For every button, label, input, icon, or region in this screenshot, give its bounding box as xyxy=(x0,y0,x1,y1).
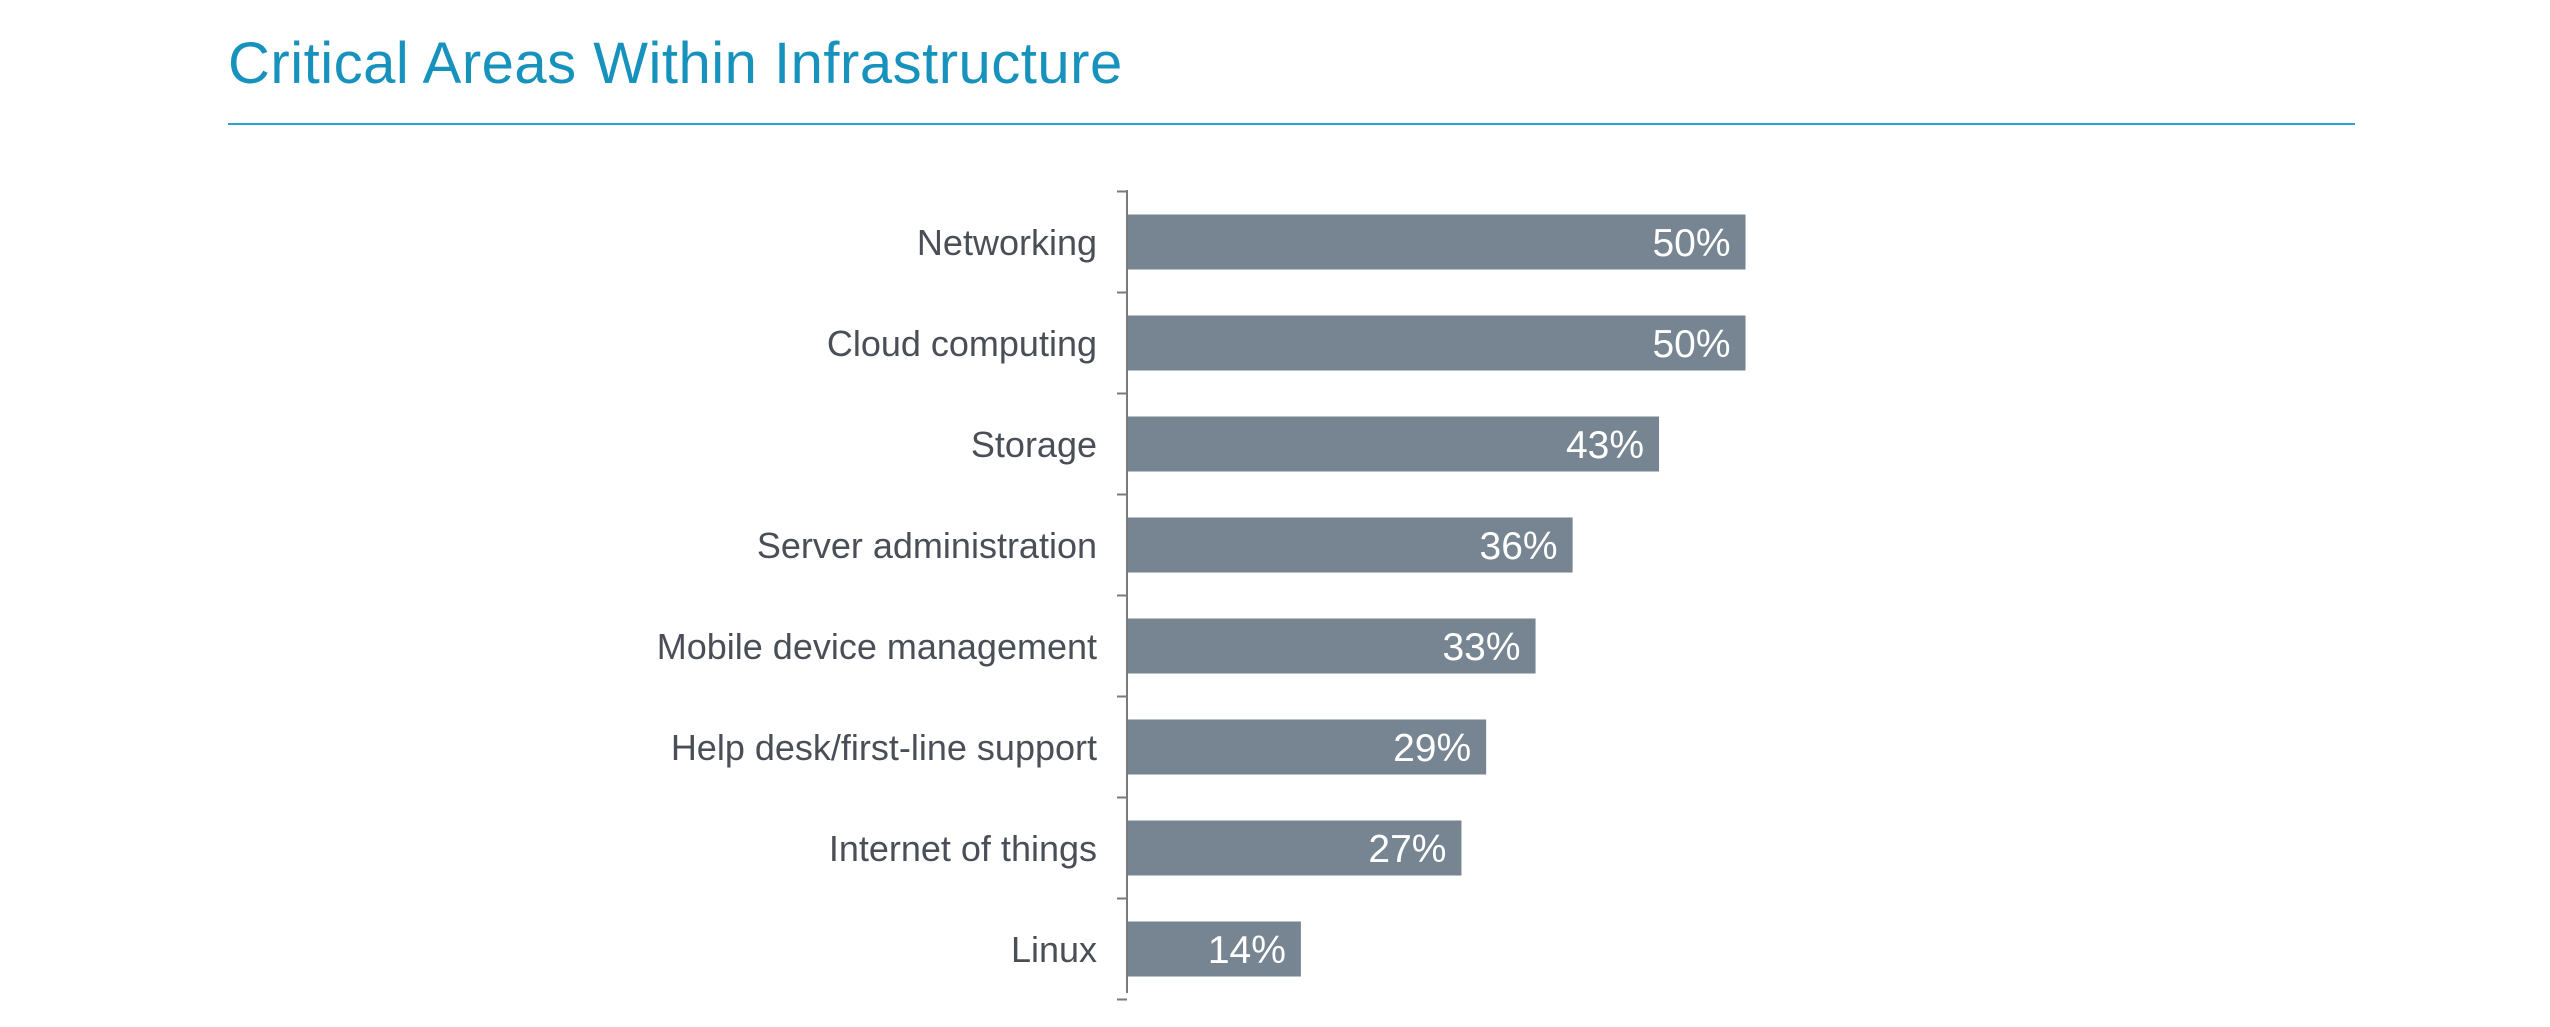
value-label: 29% xyxy=(1393,727,1471,770)
category-label: Mobile device management xyxy=(657,626,1097,667)
bar xyxy=(1128,214,1746,270)
value-label: 27% xyxy=(1368,828,1446,871)
value-label: 50% xyxy=(1652,323,1730,366)
value-label: 43% xyxy=(1566,424,1644,467)
value-label: 33% xyxy=(1442,626,1520,669)
category-label: Cloud computing xyxy=(827,323,1097,364)
bar xyxy=(1128,517,1573,573)
category-label: Linux xyxy=(1011,929,1097,970)
value-label: 14% xyxy=(1208,929,1286,972)
bar xyxy=(1128,820,1462,876)
category-label: Storage xyxy=(971,424,1097,465)
chart-title: Critical Areas Within Infrastructure xyxy=(228,31,1123,96)
category-label: Help desk/first-line support xyxy=(671,727,1097,768)
value-label: 50% xyxy=(1652,222,1730,265)
bar xyxy=(1128,416,1660,472)
value-label: 36% xyxy=(1480,525,1558,568)
category-label: Networking xyxy=(917,222,1097,263)
bar xyxy=(1128,315,1746,371)
category-label: Server administration xyxy=(757,525,1097,566)
title-divider xyxy=(228,123,2355,125)
bar xyxy=(1128,719,1487,775)
bar xyxy=(1128,618,1536,674)
bar xyxy=(1128,921,1301,977)
category-label: Internet of things xyxy=(829,828,1097,869)
